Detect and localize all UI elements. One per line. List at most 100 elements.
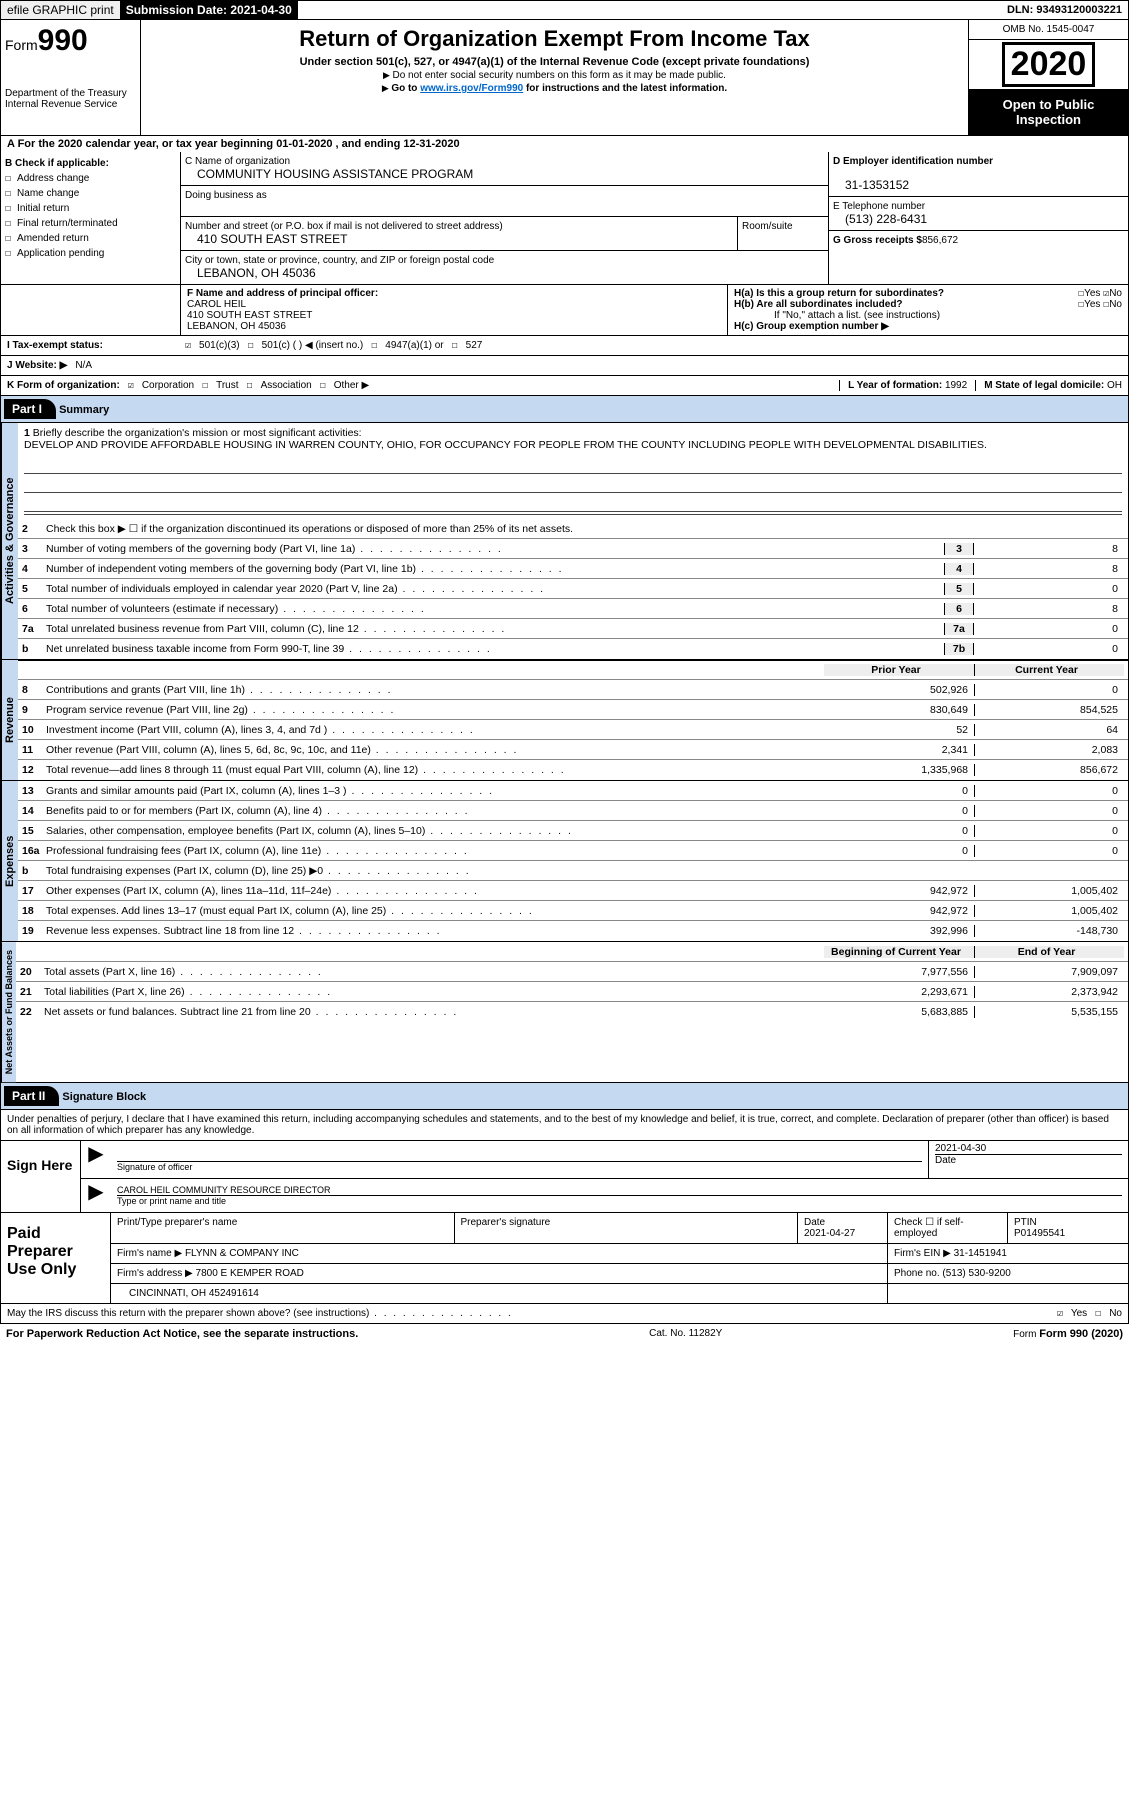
officer-label: F Name and address of principal officer: <box>187 288 378 299</box>
mission-blank-lines <box>24 455 1122 515</box>
tax-status-row: I Tax-exempt status: ☑ 501(c)(3) ☐ 501(c… <box>0 336 1129 356</box>
gross-label: G Gross receipts $ <box>833 235 922 246</box>
tax-year: 2020 <box>1002 42 1096 87</box>
form-version: Form Form 990 (2020) <box>1013 1328 1123 1340</box>
paid-preparer-label: Paid Preparer Use Only <box>1 1213 111 1303</box>
current-value: 7,909,097 <box>974 966 1124 978</box>
website-value: N/A <box>75 360 92 371</box>
prior-value: 0 <box>824 805 974 817</box>
current-value: 854,525 <box>974 704 1124 716</box>
prior-value: 2,293,671 <box>824 986 974 998</box>
officer-name: CAROL HEIL <box>187 299 246 310</box>
line-text: Net assets or fund balances. Subtract li… <box>44 1006 824 1018</box>
info-block: B Check if applicable: ☐ Address change … <box>0 152 1129 285</box>
prior-value: 942,972 <box>824 885 974 897</box>
line1-label: Briefly describe the organization's miss… <box>33 427 362 439</box>
line-text: Total liabilities (Part X, line 26) <box>44 986 824 998</box>
omb-number: OMB No. 1545-0047 <box>969 20 1128 40</box>
line-value: 0 <box>974 643 1124 655</box>
part2-header: Part II Signature Block <box>0 1083 1129 1110</box>
top-bar: efile GRAPHIC print Submission Date: 202… <box>0 0 1129 20</box>
line-box: 5 <box>944 583 974 595</box>
efile-label: efile GRAPHIC print <box>1 1 120 19</box>
city-label: City or town, state or province, country… <box>185 255 494 266</box>
line-box: 7a <box>944 623 974 635</box>
line-box: 6 <box>944 603 974 615</box>
current-value: 0 <box>974 805 1124 817</box>
line-text: Total unrelated business revenue from Pa… <box>46 623 944 635</box>
irs-link[interactable]: www.irs.gov/Form990 <box>420 83 523 94</box>
city-state-zip: LEBANON, OH 45036 <box>185 266 316 280</box>
prior-year-hdr: Prior Year <box>824 664 974 676</box>
line2: Check this box ▶ ☐ if the organization d… <box>46 523 1124 535</box>
prior-value: 942,972 <box>824 905 974 917</box>
street-address: 410 SOUTH EAST STREET <box>185 232 348 246</box>
ha-label: H(a) Is this a group return for subordin… <box>734 288 944 299</box>
line-text: Total assets (Part X, line 16) <box>44 966 824 978</box>
current-year-hdr: Current Year <box>974 664 1124 676</box>
prior-value: 0 <box>824 845 974 857</box>
form-number: Form990 <box>5 24 136 58</box>
prior-value: 830,649 <box>824 704 974 716</box>
form-title: Return of Organization Exempt From Incom… <box>147 26 962 52</box>
firm-name: FLYNN & COMPANY INC <box>185 1248 299 1259</box>
discuss-row: May the IRS discuss this return with the… <box>0 1304 1129 1324</box>
dln: DLN: 93493120003221 <box>1001 2 1128 18</box>
prior-value: 52 <box>824 724 974 736</box>
current-value: 2,083 <box>974 744 1124 756</box>
prior-value: 392,996 <box>824 925 974 937</box>
submission-date-btn[interactable]: Submission Date: 2021-04-30 <box>120 1 298 19</box>
ein-label: D Employer identification number <box>833 156 993 167</box>
line-text: Net unrelated business taxable income fr… <box>46 643 944 655</box>
line-text: Contributions and grants (Part VIII, lin… <box>46 684 824 696</box>
line-text: Salaries, other compensation, employee b… <box>46 825 824 837</box>
hb-note: If "No," attach a list. (see instruction… <box>734 310 1122 321</box>
current-value: 1,005,402 <box>974 905 1124 917</box>
prior-value: 502,926 <box>824 684 974 696</box>
tab-expenses: Expenses <box>1 781 18 941</box>
dept-treasury: Department of the Treasury <box>5 88 136 99</box>
line-value: 8 <box>974 543 1124 555</box>
firm-city: CINCINNATI, OH 452491614 <box>111 1284 888 1303</box>
firm-address: 7800 E KEMPER ROAD <box>196 1268 304 1279</box>
self-employed-check[interactable]: Check ☐ if self-employed <box>888 1213 1008 1243</box>
tel-label: E Telephone number <box>833 201 925 212</box>
sig-arrow-icon: ▶ <box>81 1179 111 1212</box>
line-text: Revenue less expenses. Subtract line 18 … <box>46 925 824 937</box>
prior-value: 1,335,968 <box>824 764 974 776</box>
end-year-hdr: End of Year <box>974 946 1124 958</box>
addr-label: Number and street (or P.O. box if mail i… <box>185 221 503 232</box>
pra-notice: For Paperwork Reduction Act Notice, see … <box>6 1328 358 1340</box>
current-value: 2,373,942 <box>974 986 1124 998</box>
line-text: Benefits paid to or for members (Part IX… <box>46 805 824 817</box>
korg-row: K Form of organization: ☑ Corporation ☐ … <box>0 376 1129 396</box>
fh-block: F Name and address of principal officer:… <box>0 285 1129 336</box>
prior-value: 7,977,556 <box>824 966 974 978</box>
officer-typed-name: CAROL HEIL COMMUNITY RESOURCE DIRECTOR <box>117 1185 331 1195</box>
catalog-number: Cat. No. 11282Y <box>649 1328 722 1340</box>
preparer-sig-label: Preparer's signature <box>455 1213 799 1243</box>
irs-label: Internal Revenue Service <box>5 99 136 110</box>
mission-text: DEVELOP AND PROVIDE AFFORDABLE HOUSING I… <box>24 439 987 451</box>
part1-header: Part I Summary <box>0 396 1129 423</box>
line-text: Program service revenue (Part VIII, line… <box>46 704 824 716</box>
line-value: 8 <box>974 563 1124 575</box>
sig-date: 2021-04-30 <box>935 1143 986 1154</box>
current-value: 0 <box>974 785 1124 797</box>
sig-arrow-icon: ▶ <box>81 1141 111 1178</box>
prior-value: 2,341 <box>824 744 974 756</box>
box-b: B Check if applicable: ☐ Address change … <box>1 152 181 284</box>
line-text: Other revenue (Part VIII, column (A), li… <box>46 744 824 756</box>
page-footer: For Paperwork Reduction Act Notice, see … <box>0 1324 1129 1344</box>
line-text: Total fundraising expenses (Part IX, col… <box>46 865 824 877</box>
sign-here-block: Sign Here ▶ Signature of officer 2021-04… <box>0 1141 1129 1213</box>
current-value: 0 <box>974 684 1124 696</box>
year-formation: 1992 <box>945 380 967 391</box>
current-value: 0 <box>974 845 1124 857</box>
line-value: 0 <box>974 583 1124 595</box>
line-text: Number of independent voting members of … <box>46 563 944 575</box>
current-value: 1,005,402 <box>974 885 1124 897</box>
current-value: 64 <box>974 724 1124 736</box>
line-text: Total number of volunteers (estimate if … <box>46 603 944 615</box>
firm-ein: 31-1451941 <box>954 1248 1007 1259</box>
